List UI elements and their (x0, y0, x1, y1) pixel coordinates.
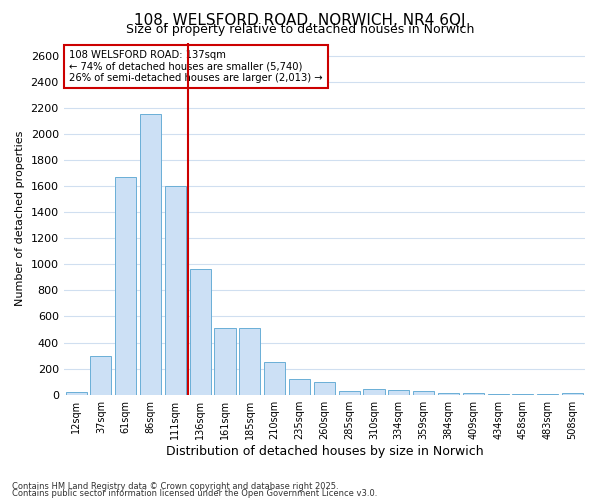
Bar (65, 392, 86, 394)
Bar (115, 177, 136, 394)
Text: 108 WELSFORD ROAD: 137sqm
← 74% of detached houses are smaller (5,740)
26% of se: 108 WELSFORD ROAD: 137sqm ← 74% of detac… (69, 50, 323, 82)
Bar (388, 390, 409, 394)
Text: Size of property relative to detached houses in Norwich: Size of property relative to detached ho… (126, 24, 474, 36)
Bar (264, 362, 285, 394)
Bar (364, 390, 385, 394)
Bar (140, 114, 161, 394)
Text: Contains public sector information licensed under the Open Government Licence v3: Contains public sector information licen… (12, 490, 377, 498)
Bar (165, 186, 186, 394)
Bar (413, 392, 434, 394)
Text: Contains HM Land Registry data © Crown copyright and database right 2025.: Contains HM Land Registry data © Crown c… (12, 482, 338, 491)
Y-axis label: Number of detached properties: Number of detached properties (15, 131, 25, 306)
Bar (239, 328, 260, 394)
Bar (214, 328, 236, 394)
Bar (190, 270, 211, 394)
Text: 108, WELSFORD ROAD, NORWICH, NR4 6QJ: 108, WELSFORD ROAD, NORWICH, NR4 6QJ (134, 12, 466, 28)
X-axis label: Distribution of detached houses by size in Norwich: Distribution of detached houses by size … (166, 444, 483, 458)
Bar (338, 391, 360, 394)
Bar (91, 356, 112, 395)
Bar (289, 379, 310, 394)
Bar (314, 382, 335, 394)
